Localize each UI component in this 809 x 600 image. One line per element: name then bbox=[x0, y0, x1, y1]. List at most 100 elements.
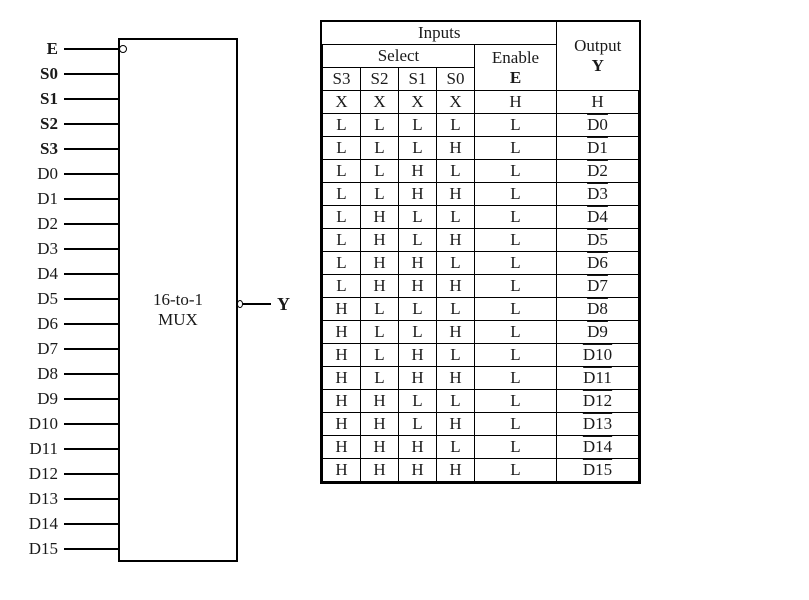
cell-s2: L bbox=[361, 298, 399, 321]
table-row: LHHLLD6 bbox=[323, 252, 639, 275]
cell-s1: L bbox=[399, 206, 437, 229]
cell-s1: L bbox=[399, 137, 437, 160]
pin-row-d15: D15 bbox=[20, 540, 120, 558]
cell-s0: H bbox=[437, 229, 475, 252]
cell-y: D11 bbox=[557, 367, 639, 390]
cell-e: L bbox=[475, 206, 557, 229]
pin-wire bbox=[64, 123, 120, 125]
header-e: E bbox=[510, 68, 521, 87]
cell-e: L bbox=[475, 367, 557, 390]
cell-e: H bbox=[475, 91, 557, 114]
cell-s3: X bbox=[323, 91, 361, 114]
pin-label-d11: D11 bbox=[20, 439, 60, 459]
pin-row-d1: D1 bbox=[20, 190, 120, 208]
cell-e: L bbox=[475, 229, 557, 252]
cell-s1: L bbox=[399, 390, 437, 413]
cell-e: L bbox=[475, 137, 557, 160]
cell-s3: L bbox=[323, 160, 361, 183]
pin-row-d6: D6 bbox=[20, 315, 120, 333]
table-row: LLHHLD3 bbox=[323, 183, 639, 206]
pin-wire bbox=[64, 548, 120, 550]
table-row: LHHHLD7 bbox=[323, 275, 639, 298]
cell-s2: L bbox=[361, 321, 399, 344]
pin-row-d14: D14 bbox=[20, 515, 120, 533]
pin-row-s2: S2 bbox=[20, 115, 120, 133]
cell-s2: L bbox=[361, 183, 399, 206]
cell-s0: L bbox=[437, 298, 475, 321]
cell-s0: H bbox=[437, 321, 475, 344]
cell-y: D4 bbox=[557, 206, 639, 229]
pin-wire bbox=[64, 273, 120, 275]
table-row: HLLHLD9 bbox=[323, 321, 639, 344]
table-row: XXXXHH bbox=[323, 91, 639, 114]
cell-s3: L bbox=[323, 229, 361, 252]
pin-wire bbox=[64, 198, 120, 200]
truth-table-grid: Inputs Output Y Select Enable E S3 S2 bbox=[322, 22, 639, 482]
cell-s3: H bbox=[323, 321, 361, 344]
pin-wire bbox=[64, 98, 120, 100]
cell-s1: L bbox=[399, 321, 437, 344]
pin-wire bbox=[64, 523, 120, 525]
pin-label-d9: D9 bbox=[20, 389, 60, 409]
pin-row-d7: D7 bbox=[20, 340, 120, 358]
cell-s2: L bbox=[361, 114, 399, 137]
cell-s0: H bbox=[437, 183, 475, 206]
cell-s0: L bbox=[437, 114, 475, 137]
table-row: HHLLLD12 bbox=[323, 390, 639, 413]
pin-row-d5: D5 bbox=[20, 290, 120, 308]
cell-s0: L bbox=[437, 390, 475, 413]
cell-s3: H bbox=[323, 436, 361, 459]
header-s1: S1 bbox=[399, 68, 437, 91]
pin-row-d9: D9 bbox=[20, 390, 120, 408]
table-row: HHHHLD15 bbox=[323, 459, 639, 482]
cell-s1: L bbox=[399, 114, 437, 137]
header-s3: S3 bbox=[323, 68, 361, 91]
figure-root: 16-to-1 MUX ES0S1S2S3D0D1D2D3D4D5D6D7D8D… bbox=[20, 20, 789, 580]
header-output-cell: Output Y bbox=[557, 22, 639, 91]
pin-label-d1: D1 bbox=[20, 189, 60, 209]
pin-label-e: E bbox=[20, 39, 60, 59]
cell-e: L bbox=[475, 321, 557, 344]
pin-wire bbox=[64, 73, 120, 75]
cell-s1: H bbox=[399, 344, 437, 367]
cell-s0: X bbox=[437, 91, 475, 114]
pin-label-d12: D12 bbox=[20, 464, 60, 484]
pin-label-d14: D14 bbox=[20, 514, 60, 534]
pin-row-d3: D3 bbox=[20, 240, 120, 258]
cell-y: D9 bbox=[557, 321, 639, 344]
mux-label: 16-to-1 MUX bbox=[153, 290, 203, 331]
pin-row-s3: S3 bbox=[20, 140, 120, 158]
table-row: LLLHLD1 bbox=[323, 137, 639, 160]
header-y: Y bbox=[592, 56, 604, 75]
cell-s0: H bbox=[437, 459, 475, 482]
cell-s1: H bbox=[399, 275, 437, 298]
pin-row-d13: D13 bbox=[20, 490, 120, 508]
mux-diagram: 16-to-1 MUX ES0S1S2S3D0D1D2D3D4D5D6D7D8D… bbox=[20, 20, 290, 580]
cell-y: D15 bbox=[557, 459, 639, 482]
cell-s3: H bbox=[323, 367, 361, 390]
pin-row-d2: D2 bbox=[20, 215, 120, 233]
cell-s3: H bbox=[323, 459, 361, 482]
cell-e: L bbox=[475, 459, 557, 482]
pin-wire bbox=[64, 173, 120, 175]
pin-wire bbox=[64, 398, 120, 400]
cell-s0: H bbox=[437, 275, 475, 298]
cell-s0: L bbox=[437, 160, 475, 183]
cell-y: D2 bbox=[557, 160, 639, 183]
cell-y: D7 bbox=[557, 275, 639, 298]
pin-label-s0: S0 bbox=[20, 64, 60, 84]
cell-e: L bbox=[475, 275, 557, 298]
pin-wire bbox=[64, 448, 120, 450]
cell-s3: L bbox=[323, 114, 361, 137]
pin-wire bbox=[64, 298, 120, 300]
table-row: HHLHLD13 bbox=[323, 413, 639, 436]
cell-y: D14 bbox=[557, 436, 639, 459]
cell-s1: L bbox=[399, 413, 437, 436]
cell-s2: H bbox=[361, 390, 399, 413]
cell-s2: H bbox=[361, 275, 399, 298]
cell-s2: H bbox=[361, 229, 399, 252]
inversion-bubble-icon bbox=[119, 45, 127, 53]
cell-s2: L bbox=[361, 137, 399, 160]
pin-label-d0: D0 bbox=[20, 164, 60, 184]
pin-label-d5: D5 bbox=[20, 289, 60, 309]
